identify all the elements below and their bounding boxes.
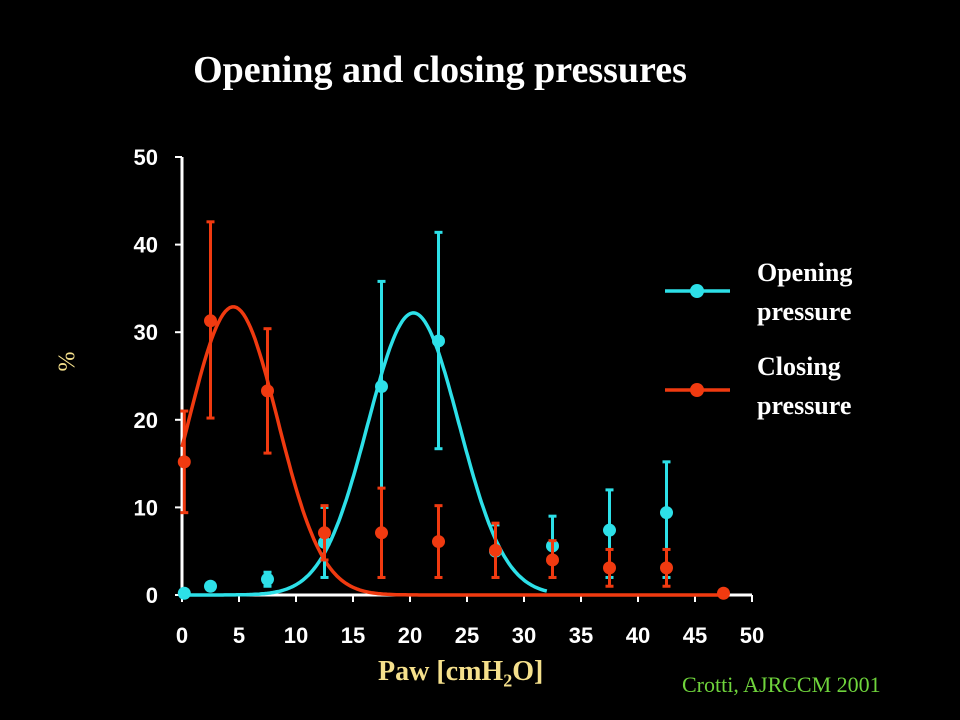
y-tick-label: 40 xyxy=(134,233,158,258)
x-tick-label: 20 xyxy=(398,623,422,648)
x-tick-label: 30 xyxy=(512,623,536,648)
opening-data-point xyxy=(177,586,191,600)
fit-curves xyxy=(180,305,730,597)
y-tick-label: 0 xyxy=(146,583,158,608)
opening-data-point xyxy=(660,506,673,520)
legend-label-opening-line1: Opening xyxy=(757,258,853,287)
closing-data-point xyxy=(204,314,217,328)
opening-data-point xyxy=(375,380,388,394)
x-tick-label: 10 xyxy=(284,623,308,648)
x-tick-label: 25 xyxy=(455,623,479,648)
closing-data-point xyxy=(660,561,673,575)
legend-marks xyxy=(665,284,730,397)
x-tick-label: 50 xyxy=(740,623,764,648)
x-tick-label: 40 xyxy=(626,623,650,648)
closing-data-point xyxy=(318,526,331,540)
x-axis-label-suffix: O] xyxy=(512,656,544,687)
closing-data-point xyxy=(603,561,616,575)
chart-title: Opening and closing pressures xyxy=(193,49,687,91)
opening-data-point xyxy=(432,334,445,348)
y-tick-label: 20 xyxy=(134,408,158,433)
x-tick-label: 0 xyxy=(176,623,188,648)
opening-fit-curve xyxy=(182,311,548,597)
opening-data-point xyxy=(204,579,217,593)
y-tick-label: 30 xyxy=(134,320,158,345)
opening-data-point xyxy=(603,523,616,537)
x-tick-label: 5 xyxy=(233,623,245,648)
x-axis-label: Paw [cmH2O] xyxy=(378,656,543,692)
x-axis-label-prefix: Paw [cmH xyxy=(378,656,504,687)
closing-data-point xyxy=(546,553,559,567)
citation-credit: Crotti, AJRCCM 2001 xyxy=(682,672,881,697)
legend-label-opening: Opening pressure xyxy=(757,253,852,331)
chart-axes: 0 5 10 15 20 25 30 35 40 45 50 0 10 20 30 40 50 xyxy=(134,145,765,648)
closing-data-point xyxy=(717,586,730,600)
legend-label-closing-line1: Closing xyxy=(757,352,841,381)
closing-data-point xyxy=(489,543,502,557)
closing-data-point xyxy=(432,535,445,549)
x-tick-label: 35 xyxy=(569,623,593,648)
opening-data-point xyxy=(261,572,274,586)
x-tick-label: 15 xyxy=(341,623,365,648)
closing-data-point xyxy=(177,455,191,469)
y-tick-label: 50 xyxy=(134,145,158,170)
legend-label-closing: Closing pressure xyxy=(757,347,851,425)
x-tick-label: 45 xyxy=(683,623,707,648)
legend-marker-opening xyxy=(690,284,704,298)
legend-label-closing-line2: pressure xyxy=(757,391,852,420)
legend-marker-closing xyxy=(690,383,704,397)
x-axis-label-subscript: 2 xyxy=(503,670,513,691)
closing-fit-curve xyxy=(180,305,730,597)
closing-data-point xyxy=(261,384,274,398)
data-marks xyxy=(177,220,730,600)
y-axis-label: % xyxy=(54,351,81,372)
y-tick-label: 10 xyxy=(134,495,158,520)
closing-data-point xyxy=(375,526,388,540)
legend-label-opening-line2: pressure xyxy=(757,297,852,326)
